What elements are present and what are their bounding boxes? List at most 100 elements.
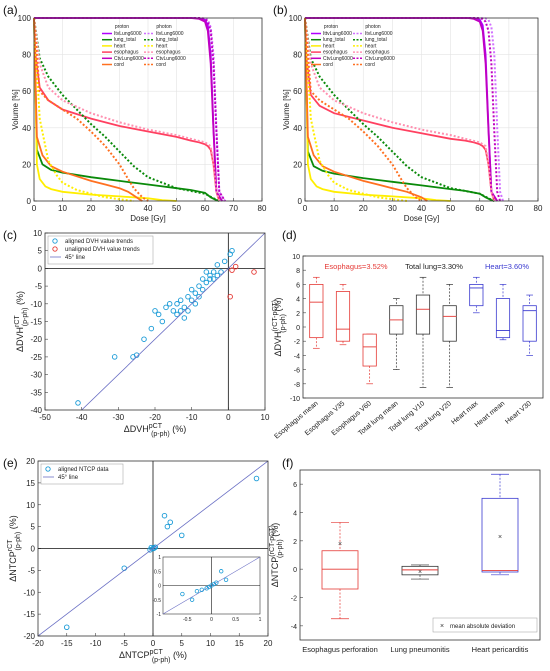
box-iqr xyxy=(335,291,351,342)
legend-label-proton: cord xyxy=(323,62,333,68)
y-tick-label: 15 xyxy=(26,479,35,488)
axes-frame xyxy=(299,469,541,641)
box-panel: -10 -8 -6 -4 -2 0 2 4 6 8 10 Esophagus mean Esophagu… xyxy=(272,254,544,441)
legend-label: aligned DVH value trends xyxy=(65,239,133,245)
y-tick-label: 0 xyxy=(298,197,303,206)
inset-point xyxy=(189,597,195,602)
category-label: Heart pericarditis xyxy=(472,645,529,654)
x-tick-label: -50 xyxy=(39,413,51,422)
legend-box xyxy=(40,463,124,485)
legend-label-photon: heart xyxy=(156,43,168,49)
data-point xyxy=(141,336,147,342)
x-tick-label: 80 xyxy=(534,204,543,213)
y-tick-label: 2 xyxy=(293,539,297,546)
y-tick-label: 100 xyxy=(18,14,32,23)
y-tick-label: 20 xyxy=(22,160,31,169)
data-point xyxy=(152,308,158,314)
inset-point xyxy=(194,589,200,594)
box-lung-pneumonitis: × Lung pneumonitis xyxy=(390,564,450,654)
data-point xyxy=(148,325,155,332)
scatter-panel: -50 -40 -30 -20 -10 0 10-40-35-30-25-20-15-10-… xyxy=(14,229,270,438)
legend-marker: × xyxy=(440,623,444,630)
x-tick-label: -20 xyxy=(149,413,161,422)
axes-frame xyxy=(33,17,263,202)
box-iqr xyxy=(481,497,519,573)
legend: aligned DVH value trends unaligned DVH va… xyxy=(47,235,154,265)
data-point xyxy=(207,272,213,279)
data-point xyxy=(207,276,213,282)
y-tick-label: 0 xyxy=(296,325,300,332)
legend-header-photon: photon xyxy=(365,24,381,30)
data-point xyxy=(227,293,233,300)
y-tick-label: 20 xyxy=(26,457,35,466)
legend-label: unaligned DVH value trends xyxy=(65,247,140,253)
y-tick-label: 6 xyxy=(293,482,297,489)
mad-marker: × xyxy=(338,541,342,548)
data-point xyxy=(185,293,191,300)
data-point xyxy=(199,276,206,282)
y-tick-label: -20 xyxy=(30,335,42,344)
x-tick-label: -30 xyxy=(113,413,125,422)
legend-label-photon: ItvLung6000 xyxy=(365,31,393,37)
data-point xyxy=(170,308,177,314)
legend-label-proton: CtvLung6000 xyxy=(114,56,144,62)
y-tick-label: 0 xyxy=(38,264,43,273)
legend-label-proton: ItvLung6000 xyxy=(114,31,142,37)
y-tick-label: -2 xyxy=(294,339,300,346)
legend-header-proton: proton xyxy=(324,24,338,30)
data-point xyxy=(181,304,188,311)
x-tick-label: 60 xyxy=(201,204,210,213)
data-point xyxy=(229,247,235,254)
legend-label-photon: esophagus xyxy=(365,50,390,56)
x-tick-label: 70 xyxy=(229,204,238,213)
data-point xyxy=(188,286,195,293)
data-point xyxy=(111,354,118,360)
axes-frame xyxy=(44,232,266,411)
legend: aligned NTCP data 45° line xyxy=(40,463,124,485)
x-tick-label: -5 xyxy=(121,639,129,648)
inset-y-tick-label: -1 xyxy=(157,612,162,618)
y-tick-label: -6 xyxy=(294,368,300,375)
legend-label-photon: lung_total xyxy=(156,37,178,43)
y-tick-label: 80 xyxy=(22,51,31,60)
y-tick-label: -30 xyxy=(30,371,42,380)
y-tick-label: 10 xyxy=(26,501,35,510)
panel-label: (b) xyxy=(273,3,288,17)
legend: proton photonItvLung6000lung_totalheartes… xyxy=(102,24,186,68)
data-point xyxy=(178,532,185,539)
inset-x-tick-label: 1 xyxy=(259,617,262,623)
inset-y-tick-label: 0.5 xyxy=(154,569,161,575)
data-point xyxy=(174,301,180,307)
data-point xyxy=(253,475,260,482)
inset-x-tick-label: 0.5 xyxy=(232,617,239,623)
legend-swatch xyxy=(45,466,51,472)
y-tick-label: -10 xyxy=(30,300,42,309)
x-tick-label: 10 xyxy=(58,204,67,213)
x-tick-label: 20 xyxy=(87,204,96,213)
y-tick-label: 60 xyxy=(293,87,302,96)
data-point xyxy=(181,315,188,321)
inset-y-tick-label: -0.5 xyxy=(152,598,161,604)
data-point xyxy=(214,272,221,279)
inset-point xyxy=(218,569,224,574)
box-iqr xyxy=(401,565,439,576)
data-point xyxy=(166,301,173,307)
y-tick-label: 10 xyxy=(33,229,42,238)
legend-label-photon: heart xyxy=(365,43,377,49)
y-tick-label: 5 xyxy=(31,523,36,532)
mad-marker: × xyxy=(498,534,502,541)
legend-label: mean absolute deviation xyxy=(450,624,515,630)
legend-label-proton: heart xyxy=(323,43,335,49)
box-iqr xyxy=(469,283,484,307)
x-tick-label: -10 xyxy=(186,413,198,422)
data-point xyxy=(192,301,199,307)
data-point xyxy=(210,276,217,282)
legend-label-proton: CtvLung6000 xyxy=(323,56,353,62)
data-point xyxy=(75,400,81,406)
y-axis-label: ΔNTCP(rCT-pCT)(p-ph) (%) xyxy=(269,523,284,587)
mad-marker: × xyxy=(418,569,422,576)
x-tick-label: 10 xyxy=(261,413,270,422)
category-label: Lung pneumonitis xyxy=(390,645,449,654)
panel-label: (f) xyxy=(282,456,293,470)
